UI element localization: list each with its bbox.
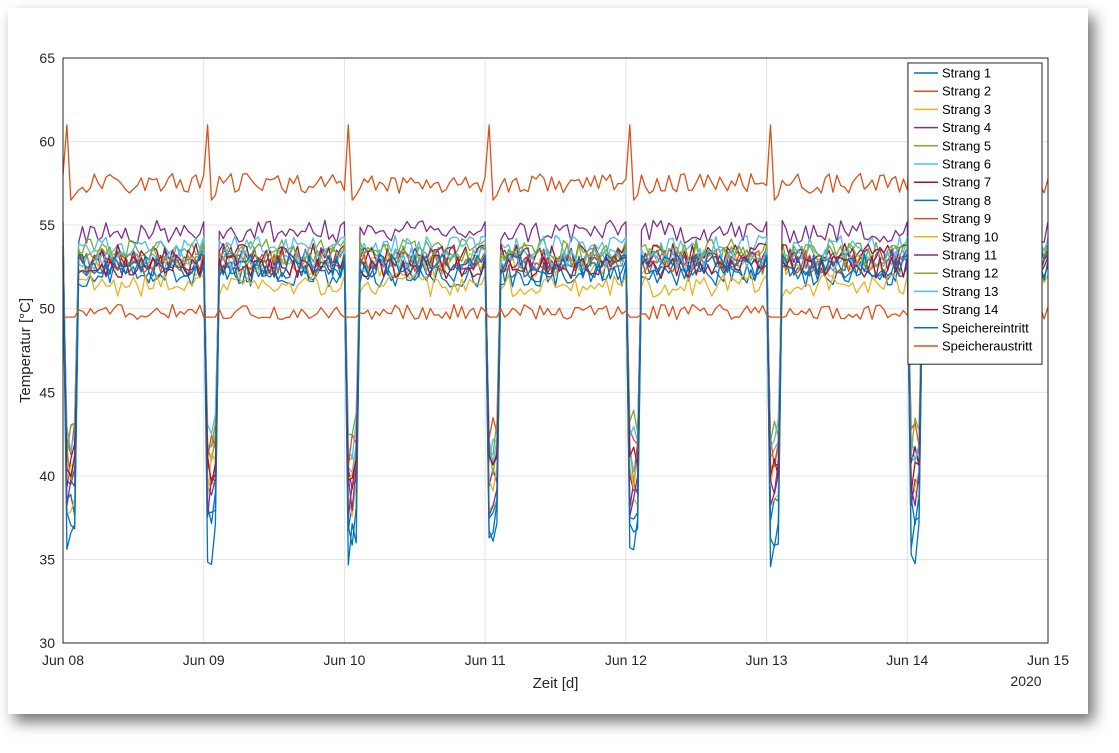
series-line: [62, 234, 1049, 473]
x-tick-label: Jun 12: [605, 652, 647, 668]
chart-frame: 30 35 40 45 50 55 60 65 Jun 08 Jun 09 Jun 10 Jun 1…: [8, 8, 1088, 714]
series-line: [63, 303, 1049, 321]
x-tick-label: Jun 09: [183, 652, 225, 668]
legend-entry: Strang 9: [942, 211, 991, 226]
y-tick-label: 60: [39, 134, 55, 150]
y-tick-labels: 30 35 40 45 50 55 60 65: [39, 50, 55, 651]
x-tick-label: Jun 10: [323, 652, 365, 668]
x-tick-labels: Jun 08 Jun 09 Jun 10 Jun 11 Jun 12 Jun 13 Jun …: [42, 652, 1069, 668]
legend-entry: Strang 6: [942, 157, 991, 172]
y-axis-label: Temperatur [°C]: [17, 298, 34, 403]
legend-entry: Strang 7: [942, 175, 991, 190]
legend-entry: Strang 10: [942, 229, 998, 244]
y-tick-label: 65: [39, 50, 55, 66]
y-tick-label: 50: [39, 301, 55, 317]
legend: Strang 1 Strang 2 Strang 3 Strang 4 Strang 5…: [907, 62, 1043, 365]
y-tick-label: 40: [39, 468, 55, 484]
x-tick-label: Jun 11: [465, 652, 506, 668]
x-tick-label: Jun 15: [1027, 652, 1069, 668]
x-axis-label: Zeit [d]: [533, 675, 579, 692]
legend-box: [907, 62, 1043, 365]
legend-entry: Strang 1: [942, 66, 991, 81]
series-line: [62, 242, 1049, 492]
x-tick-label: Jun 13: [746, 652, 788, 668]
y-tick-label: 45: [39, 384, 55, 400]
series-line: [62, 247, 1049, 463]
y-tick-label: 30: [39, 635, 55, 651]
legend-entry: Speichereintritt: [942, 320, 1029, 335]
legend-entry: Strang 2: [942, 84, 991, 99]
series-line: [62, 219, 1049, 512]
series-line: [62, 272, 1049, 499]
grid-lines: [62, 57, 1049, 644]
legend-entry: Strang 5: [942, 138, 991, 153]
legend-entry: Strang 3: [942, 102, 991, 117]
x-tick-label: Jun 08: [42, 652, 84, 668]
y-tick-label: 35: [39, 551, 55, 567]
legend-entry: Strang 11: [942, 248, 997, 263]
x-tick-label: Jun 14: [886, 652, 928, 668]
series-line: [62, 254, 1049, 493]
legend-entry: Speicheraustritt: [942, 339, 1033, 354]
legend-entry: Strang 14: [942, 302, 998, 317]
axes-box: [62, 57, 1049, 644]
y-tick-label: 55: [39, 217, 55, 233]
legend-entry: Strang 12: [942, 266, 998, 281]
series-line: [62, 124, 1049, 201]
legend-entry: Strang 13: [942, 284, 998, 299]
series-line: [62, 242, 1049, 457]
legend-entry: Strang 4: [942, 120, 991, 135]
series-line: [62, 263, 1049, 550]
year-label: 2020: [1010, 673, 1041, 689]
series-lines: [62, 124, 1049, 568]
series-line: [62, 253, 1049, 568]
legend-entry: Strang 8: [942, 193, 991, 208]
line-chart: 30 35 40 45 50 55 60 65 Jun 08 Jun 09 Jun 10 Jun 1…: [17, 50, 1069, 692]
